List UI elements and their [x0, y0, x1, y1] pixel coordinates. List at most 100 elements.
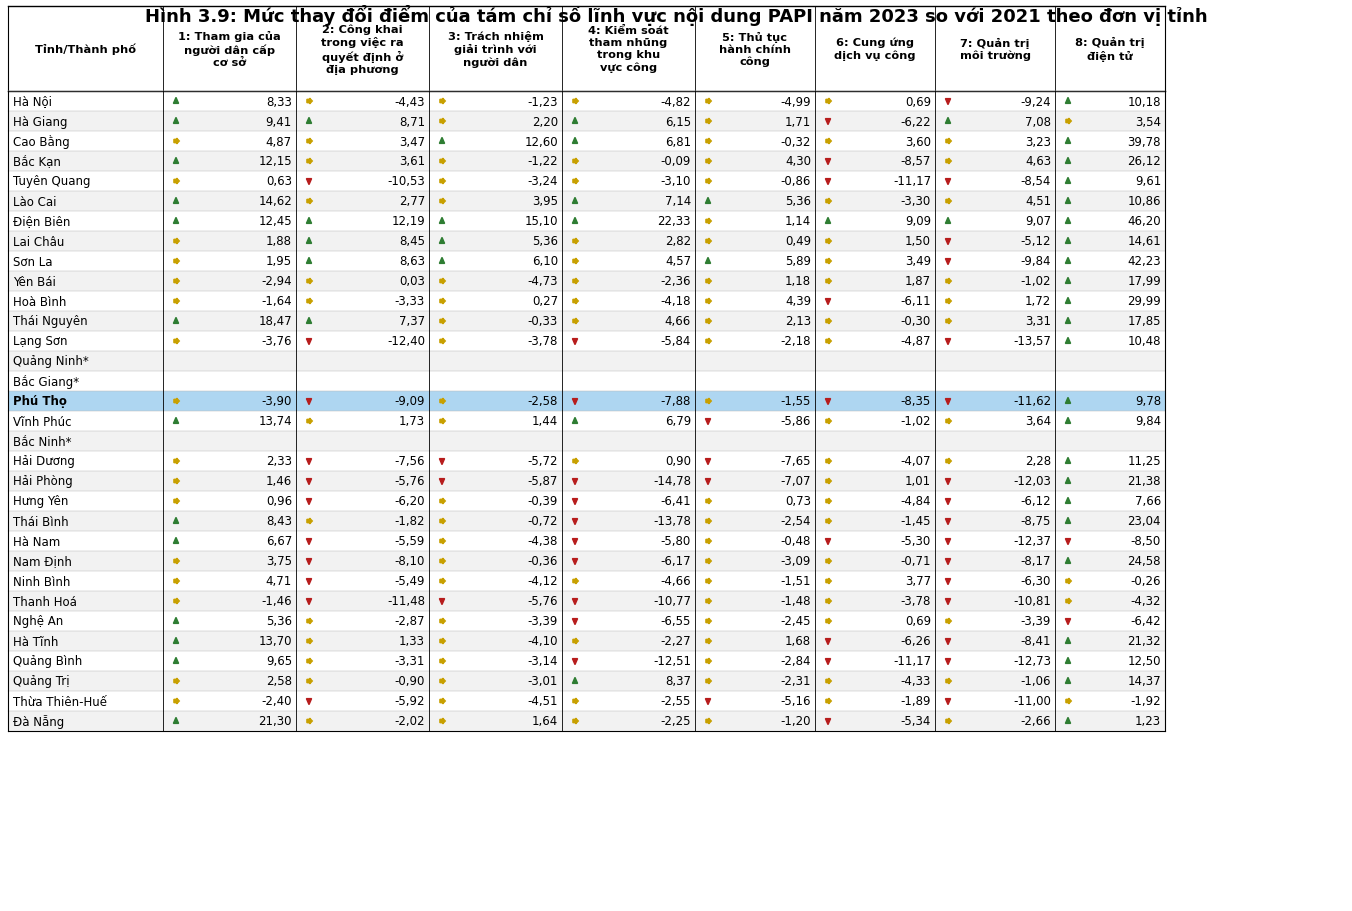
Text: -8,17: -8,17: [1021, 555, 1051, 568]
Polygon shape: [307, 599, 311, 605]
Text: 46,20: 46,20: [1128, 215, 1161, 229]
Polygon shape: [1065, 458, 1071, 464]
Text: -3,90: -3,90: [262, 395, 292, 408]
Polygon shape: [706, 139, 711, 145]
Polygon shape: [439, 138, 445, 144]
Text: 0,96: 0,96: [266, 495, 292, 508]
Bar: [8, 332, 1165, 352]
Text: -9,84: -9,84: [1021, 255, 1051, 268]
Text: 1,88: 1,88: [266, 235, 292, 248]
Text: Ninh Bình: Ninh Bình: [14, 575, 70, 588]
Polygon shape: [174, 259, 180, 264]
Text: 10,86: 10,86: [1128, 195, 1161, 209]
Text: 6,67: 6,67: [266, 535, 292, 548]
Text: -4,82: -4,82: [661, 96, 691, 108]
Polygon shape: [439, 538, 445, 544]
Text: -4,51: -4,51: [527, 695, 558, 708]
Polygon shape: [1065, 658, 1071, 664]
Polygon shape: [826, 199, 831, 205]
Polygon shape: [826, 578, 831, 584]
Polygon shape: [946, 299, 952, 304]
Polygon shape: [1065, 678, 1071, 683]
Polygon shape: [174, 498, 180, 505]
Text: -4,33: -4,33: [900, 675, 932, 688]
Text: -10,77: -10,77: [653, 595, 691, 608]
Text: 9,41: 9,41: [266, 116, 292, 128]
Polygon shape: [572, 339, 577, 345]
Polygon shape: [706, 719, 711, 724]
Text: 3,60: 3,60: [904, 136, 932, 148]
Bar: [8, 671, 1165, 691]
Text: -5,72: -5,72: [527, 455, 558, 468]
Text: Yên Bái: Yên Bái: [14, 275, 55, 288]
Polygon shape: [307, 279, 312, 284]
Text: -1,92: -1,92: [1130, 695, 1161, 708]
Text: 17,85: 17,85: [1128, 315, 1161, 328]
Polygon shape: [826, 159, 830, 166]
Text: 7,37: 7,37: [399, 315, 425, 328]
Polygon shape: [706, 339, 711, 344]
Polygon shape: [173, 218, 178, 224]
Text: Hoà Bình: Hoà Bình: [14, 295, 66, 308]
Bar: [8, 352, 1165, 372]
Polygon shape: [826, 659, 830, 665]
Text: -2,02: -2,02: [395, 715, 425, 728]
Text: Hà Tĩnh: Hà Tĩnh: [14, 635, 58, 648]
Polygon shape: [1065, 199, 1071, 204]
Text: -1,48: -1,48: [780, 595, 811, 608]
Bar: [8, 271, 1165, 292]
Text: -10,53: -10,53: [387, 175, 425, 189]
Text: -6,20: -6,20: [395, 495, 425, 508]
Text: 1,14: 1,14: [784, 215, 811, 229]
Polygon shape: [945, 240, 950, 245]
Polygon shape: [826, 239, 831, 245]
Text: 8,37: 8,37: [665, 675, 691, 688]
Polygon shape: [706, 319, 711, 324]
Text: 3,77: 3,77: [904, 575, 932, 588]
Polygon shape: [174, 179, 180, 185]
Polygon shape: [439, 218, 445, 224]
Polygon shape: [307, 639, 312, 644]
Text: 39,78: 39,78: [1128, 136, 1161, 148]
Text: -5,80: -5,80: [661, 535, 691, 548]
Text: -2,18: -2,18: [780, 335, 811, 348]
Text: Thái Nguyên: Thái Nguyên: [14, 315, 88, 328]
Text: 9,84: 9,84: [1134, 415, 1161, 428]
Text: -1,55: -1,55: [780, 395, 811, 408]
Polygon shape: [174, 279, 180, 284]
Text: Hải Phòng: Hải Phòng: [14, 475, 73, 488]
Polygon shape: [573, 179, 579, 185]
Text: -5,12: -5,12: [1021, 235, 1051, 248]
Polygon shape: [945, 218, 950, 224]
Polygon shape: [572, 678, 577, 683]
Polygon shape: [945, 499, 950, 505]
Text: -8,75: -8,75: [1021, 515, 1051, 527]
Text: 2,13: 2,13: [786, 315, 811, 328]
Polygon shape: [1065, 159, 1071, 164]
Text: 12,50: 12,50: [1128, 655, 1161, 668]
Bar: [8, 472, 1165, 491]
Text: 4,57: 4,57: [665, 255, 691, 268]
Text: -3,78: -3,78: [527, 335, 558, 348]
Polygon shape: [174, 578, 180, 584]
Polygon shape: [439, 679, 445, 684]
Text: -13,78: -13,78: [653, 515, 691, 527]
Text: Bắc Kạn: Bắc Kạn: [14, 156, 61, 169]
Text: -0,39: -0,39: [527, 495, 558, 508]
Bar: [8, 571, 1165, 591]
Polygon shape: [439, 159, 445, 165]
Text: 23,04: 23,04: [1128, 515, 1161, 527]
Text: -4,99: -4,99: [780, 96, 811, 108]
Polygon shape: [1065, 418, 1071, 424]
Text: -1,23: -1,23: [527, 96, 558, 108]
Text: 7: Quản trị
môi trường: 7: Quản trị môi trường: [960, 37, 1030, 61]
Polygon shape: [307, 699, 311, 705]
Polygon shape: [1065, 278, 1071, 284]
Text: 0,49: 0,49: [786, 235, 811, 248]
Polygon shape: [307, 459, 311, 466]
Polygon shape: [307, 499, 311, 505]
Text: -5,34: -5,34: [900, 715, 932, 728]
Text: -5,16: -5,16: [780, 695, 811, 708]
Text: 4,39: 4,39: [786, 295, 811, 308]
Text: Đà Nẵng: Đà Nẵng: [14, 714, 65, 728]
